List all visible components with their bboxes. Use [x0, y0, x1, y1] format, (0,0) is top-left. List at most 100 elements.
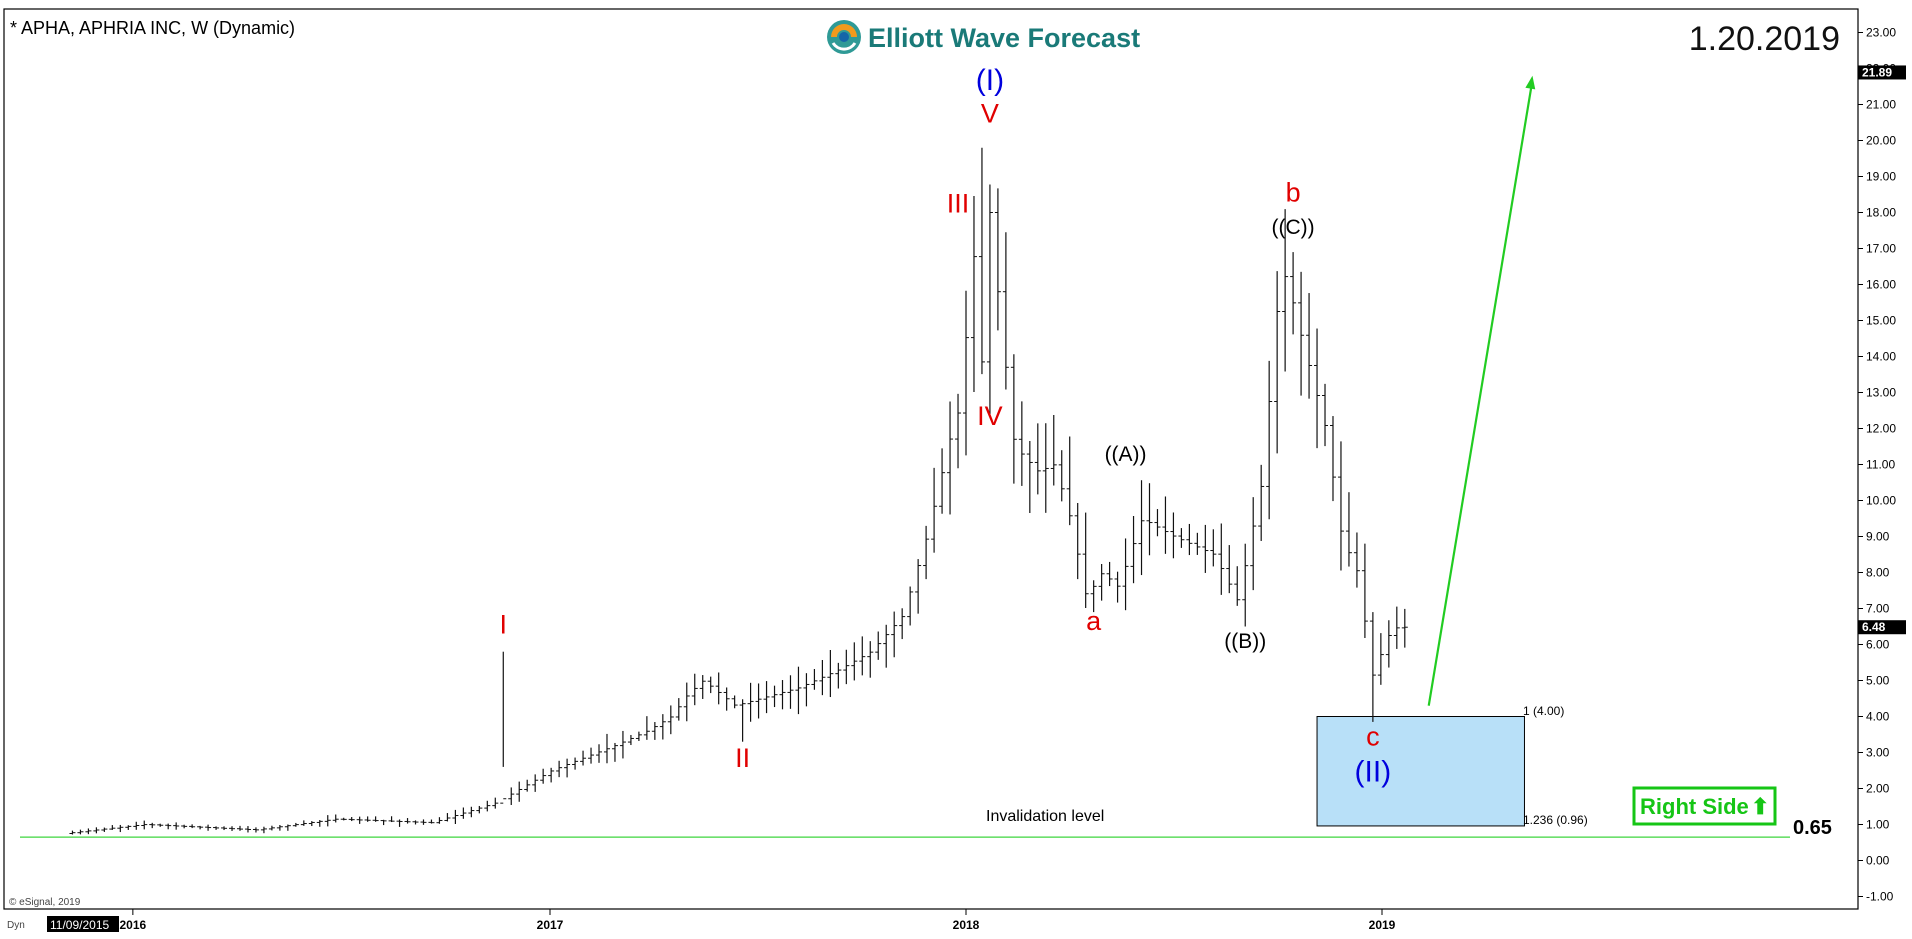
ohlc-bar — [452, 809, 459, 824]
ohlc-bar — [1106, 561, 1113, 587]
invalidation-value: 0.65 — [1793, 817, 1832, 839]
ohlc-bar — [771, 685, 778, 708]
wave-label: a — [1086, 606, 1102, 636]
ohlc-bar — [939, 448, 946, 514]
ohlc-bar — [699, 675, 706, 699]
ohlc-bar — [221, 826, 228, 831]
ohlc-bar — [1146, 483, 1153, 556]
ohlc-bar — [404, 818, 411, 824]
ohlc-bar — [165, 823, 172, 830]
ohlc-bar — [1361, 543, 1368, 638]
wave-label: II — [735, 743, 750, 773]
ohlc-bar — [1202, 524, 1209, 573]
ohlc-bar — [213, 826, 220, 830]
ohlc-bar — [316, 820, 323, 827]
ohlc-bar — [380, 819, 387, 826]
ohlc-bar — [189, 824, 196, 829]
ohlc-bar — [1337, 441, 1344, 571]
ohlc-bar — [795, 666, 802, 715]
ohlc-bar — [827, 649, 834, 698]
ohlc-bar — [516, 781, 523, 802]
wave-label: (II) — [1355, 755, 1392, 788]
ohlc-bar — [484, 800, 491, 812]
ohlc-bar — [572, 757, 579, 770]
ohlc-bar — [915, 559, 922, 614]
ohlc-bar — [1266, 360, 1273, 520]
ohlc-bar — [1242, 543, 1249, 627]
ohlc-bar — [1194, 532, 1201, 555]
ohlc-bar — [691, 673, 698, 706]
ohlc-bar — [1290, 252, 1297, 335]
ohlc-bar — [93, 827, 100, 834]
ohlc-bar — [1066, 436, 1073, 526]
ohlc-bar — [843, 649, 850, 685]
ohlc-bar — [500, 651, 507, 804]
ohlc-bar — [428, 819, 435, 824]
y-tick-label: 23.00 — [1866, 26, 1896, 40]
ohlc-bar — [364, 816, 371, 822]
ohlc-bar — [508, 787, 515, 805]
ohlc-bar — [747, 682, 754, 722]
ohlc-bar — [970, 195, 977, 392]
ohlc-bar — [492, 797, 499, 809]
ohlc-bar — [643, 716, 650, 740]
ohlc-bar — [707, 676, 714, 694]
ohlc-bar — [77, 829, 84, 835]
ohlc-bar — [1250, 497, 1257, 591]
ohlc-bar — [667, 705, 674, 735]
ohlc-bar — [324, 815, 331, 827]
ohlc-bar — [811, 669, 818, 690]
wave-label: III — [947, 189, 970, 219]
x-axis: 2016 2017 2018 2019 — [120, 909, 1396, 932]
y-tick-label: 19.00 — [1866, 170, 1896, 184]
ohlc-bar — [412, 820, 419, 825]
logo-swoosh-icon — [831, 42, 857, 51]
ohlc-bar — [532, 774, 539, 792]
ohlc-bar — [1178, 528, 1185, 548]
ohlc-bar — [1018, 401, 1025, 486]
ohlc-bar — [444, 813, 451, 822]
ohlc-bar — [1258, 464, 1265, 541]
ohlc-bar — [1226, 545, 1233, 594]
ohlc-bar — [883, 624, 890, 668]
y-tick-label: 17.00 — [1866, 242, 1896, 256]
ohlc-bar — [1082, 512, 1089, 609]
price-tag-label: 21.89 — [1862, 65, 1892, 79]
ohlc-bar — [955, 393, 962, 469]
fib-1236-label: 1.236 (0.96) — [1523, 813, 1588, 827]
ohlc-bar — [1130, 515, 1137, 584]
ohlc-bar — [109, 825, 116, 830]
projection-line — [1427, 83, 1533, 706]
ohlc-bar — [1345, 492, 1352, 567]
ohlc-bar — [1385, 620, 1392, 668]
ohlc-bar — [875, 631, 882, 660]
wave-label: (I) — [976, 64, 1004, 97]
target-box — [1316, 716, 1525, 827]
ohlc-bar — [468, 806, 475, 818]
ohlc-bar — [1234, 566, 1241, 606]
ohlc-bar — [787, 675, 794, 709]
ohlc-bar — [1010, 354, 1017, 484]
ohlc-bar — [205, 824, 212, 831]
ohlc-bar — [1377, 633, 1384, 685]
ohlc-bar — [723, 687, 730, 711]
wave-label: b — [1286, 178, 1301, 208]
start-date-text: 11/09/2015 — [50, 918, 109, 932]
price-tag-label: 6.48 — [1862, 620, 1886, 634]
wave-label: I — [500, 610, 508, 640]
ohlc-bar — [149, 822, 156, 829]
ohlc-bar — [715, 672, 722, 705]
right-side-label: Right Side — [1640, 794, 1749, 819]
ohlc-bar — [755, 683, 762, 719]
ohlc-bar — [1369, 612, 1376, 722]
ohlc-bar — [986, 184, 993, 415]
x-tick-label: 2016 — [120, 918, 147, 932]
ohlc-bar — [731, 695, 738, 709]
ohlc-bar — [540, 768, 547, 784]
ohlc-bar — [1026, 440, 1033, 513]
target-zone-layer — [1316, 716, 1525, 827]
y-tick-label: 21.00 — [1866, 98, 1896, 112]
y-tick-label: -1.00 — [1866, 890, 1894, 904]
wave-label: ((B)) — [1224, 630, 1266, 653]
